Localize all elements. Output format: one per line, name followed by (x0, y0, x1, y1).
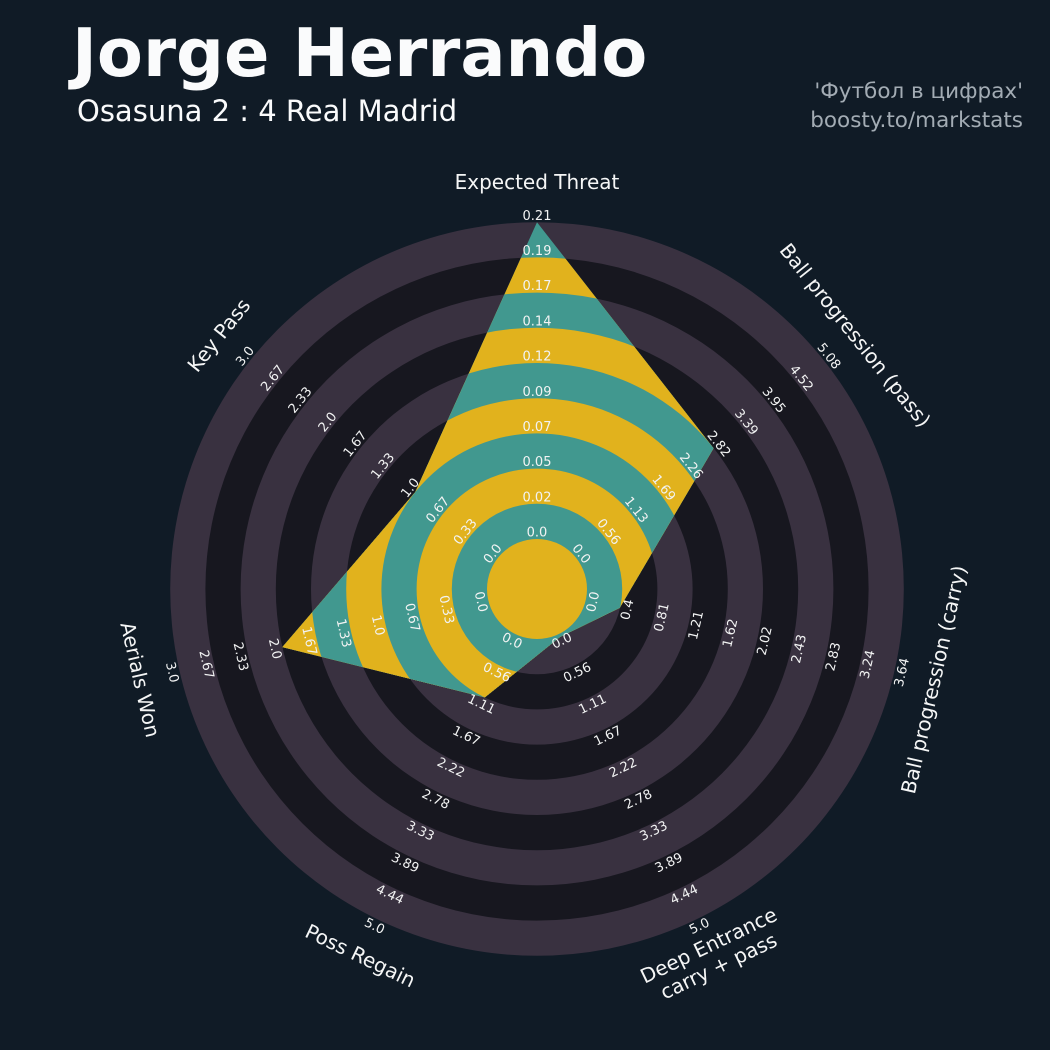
tick-label-axis0-ring6: 0.14 (523, 314, 552, 329)
tick-label-axis0-ring1: 0.02 (523, 490, 552, 505)
tick-label-axis5-ring7: 2.33 (230, 641, 251, 673)
tick-label-axis5-ring5: 1.67 (298, 625, 319, 657)
tick-label-axis2-ring4: 1.62 (720, 617, 741, 649)
tick-label-axis5-ring6: 2.0 (265, 637, 284, 661)
tick-label-axis2-ring3: 1.21 (686, 610, 707, 642)
player-name-title: Jorge Herrando (72, 14, 648, 92)
watermark: 'Футбол в цифрах' boosty.to/markstats (810, 78, 1023, 135)
tick-label-axis0-ring8: 0.19 (523, 244, 552, 259)
tick-label-axis2-ring1: 0.4 (618, 598, 637, 622)
tick-label-axis2-ring8: 3.24 (858, 649, 879, 681)
tick-label-axis5-ring8: 2.67 (195, 649, 216, 681)
tick-label-axis2-ring9: 3.64 (892, 657, 913, 689)
tick-label-axis0-ring5: 0.12 (523, 350, 552, 365)
tick-label-axis5-ring1: 0.33 (436, 594, 457, 626)
tick-label-axis2-ring6: 2.43 (789, 633, 810, 665)
center-circle (487, 539, 587, 639)
watermark-line-1: 'Футбол в цифрах' (814, 79, 1023, 104)
tick-label-axis5-ring0: 0.0 (471, 590, 490, 614)
tick-label-axis2-ring2: 0.81 (652, 602, 673, 634)
tick-label-axis0-ring9: 0.21 (523, 209, 552, 224)
axis-label-0: Expected Threat (455, 170, 620, 194)
tick-label-axis2-ring7: 2.83 (823, 641, 844, 673)
tick-label-axis0-ring0: 0.0 (527, 526, 548, 541)
tick-label-axis0-ring4: 0.09 (523, 385, 552, 400)
watermark-line-2: boosty.to/markstats (810, 107, 1023, 133)
match-score-subtitle: Osasuna 2 : 4 Real Madrid (77, 94, 458, 128)
tick-label-axis5-ring2: 0.67 (401, 602, 422, 634)
tick-label-axis5-ring4: 1.33 (333, 617, 354, 649)
tick-label-axis2-ring0: 0.0 (584, 590, 603, 614)
tick-label-axis0-ring3: 0.07 (523, 420, 552, 435)
tick-label-axis5-ring9: 3.0 (162, 661, 181, 685)
tick-label-axis2-ring5: 2.02 (755, 625, 776, 657)
tick-label-axis0-ring7: 0.17 (523, 279, 552, 294)
tick-label-axis0-ring2: 0.05 (523, 455, 552, 470)
tick-label-axis5-ring3: 1.0 (368, 614, 387, 638)
